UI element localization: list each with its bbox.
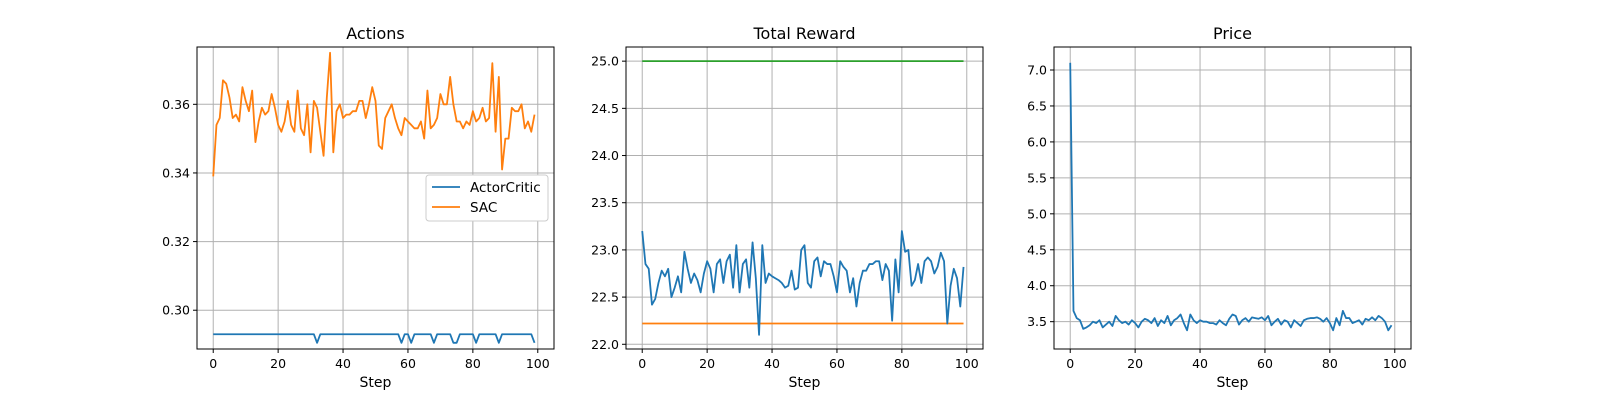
total-reward-y-tick-label-3: 23.5 bbox=[591, 195, 619, 210]
actions-x-tick-label-3: 60 bbox=[400, 356, 416, 371]
total-reward-x-tick-label-1: 20 bbox=[699, 356, 715, 371]
price-title: Price bbox=[1213, 24, 1252, 43]
total-reward-y-tick-label-0: 22.0 bbox=[591, 337, 619, 352]
actions-title: Actions bbox=[346, 24, 404, 43]
price-x-tick-label-0: 0 bbox=[1066, 356, 1074, 371]
total-reward-panel: 0 20 40 60 80 100 22.0 22.5 23.0 23.5 24.0 24.5 25.0… bbox=[591, 24, 984, 391]
total-reward-y-tick-label-4: 24.0 bbox=[591, 148, 619, 163]
actions-y-tick-label-3: 0.36 bbox=[162, 97, 190, 112]
actions-series-actorcritic-line bbox=[213, 333, 536, 344]
total-reward-y-tick-label-1: 22.5 bbox=[591, 290, 619, 305]
price-y-tick-label-0: 3.5 bbox=[1027, 314, 1047, 329]
price-x-tick-label-4: 80 bbox=[1322, 356, 1338, 371]
total-reward-x-tick-label-3: 60 bbox=[829, 356, 845, 371]
price-x-tick-label-3: 60 bbox=[1257, 356, 1273, 371]
price-y-tick-label-4: 5.5 bbox=[1027, 170, 1047, 185]
price-y-tick-label-2: 4.5 bbox=[1027, 242, 1047, 257]
price-x-tick-label-1: 20 bbox=[1127, 356, 1143, 371]
price-panel: 0 20 40 60 80 100 3.5 4.0 4.5 5.0 5.5 6.0 6.5 7.0 Pric… bbox=[1027, 24, 1412, 391]
total-reward-x-tick-label-4: 80 bbox=[894, 356, 910, 371]
actions-panel: 0 20 40 60 80 100 0.30 0.32 0.34 0.36 Actions Step A… bbox=[162, 24, 555, 391]
actions-x-tick-label-2: 40 bbox=[335, 356, 351, 371]
price-x-tick-label-5: 100 bbox=[1383, 356, 1407, 371]
total-reward-series-2-line bbox=[641, 230, 965, 336]
total-reward-title: Total Reward bbox=[752, 24, 855, 43]
legend-actorcritic-label: ActorCritic bbox=[470, 180, 541, 196]
total-reward-plot-area bbox=[626, 47, 983, 349]
price-plot-area bbox=[1054, 47, 1411, 349]
price-series-0-line bbox=[1069, 62, 1393, 332]
price-y-tick-label-1: 4.0 bbox=[1027, 278, 1047, 293]
price-axes-frame bbox=[1053, 46, 1412, 350]
price-y-tick-label-5: 6.0 bbox=[1027, 134, 1047, 149]
actions-x-tick-label-5: 100 bbox=[526, 356, 550, 371]
total-reward-x-tick-label-0: 0 bbox=[638, 356, 646, 371]
total-reward-axes-frame bbox=[625, 46, 984, 350]
actions-legend: ActorCritic SAC bbox=[425, 174, 549, 222]
price-x-axis-label: Step bbox=[1217, 375, 1249, 391]
total-reward-x-tick-label-5: 100 bbox=[955, 356, 979, 371]
actions-x-tick-label-4: 80 bbox=[465, 356, 481, 371]
actions-x-axis-label: Step bbox=[360, 375, 392, 391]
actions-axes-frame bbox=[196, 46, 555, 350]
price-x-tick-label-2: 40 bbox=[1192, 356, 1208, 371]
total-reward-y-tick-label-6: 25.0 bbox=[591, 54, 619, 69]
price-y-tick-label-6: 6.5 bbox=[1027, 98, 1047, 113]
actions-x-tick-label-1: 20 bbox=[270, 356, 286, 371]
price-y-tick-label-7: 7.0 bbox=[1027, 63, 1047, 78]
price-y-tick-label-3: 5.0 bbox=[1027, 206, 1047, 221]
actions-x-tick-label-0: 0 bbox=[209, 356, 217, 371]
actions-series-sac-line bbox=[212, 51, 536, 177]
actions-y-tick-label-0: 0.30 bbox=[162, 303, 190, 318]
total-reward-y-tick-label-2: 23.0 bbox=[591, 242, 619, 257]
actions-y-tick-label-1: 0.32 bbox=[162, 234, 190, 249]
total-reward-x-tick-label-2: 40 bbox=[764, 356, 780, 371]
total-reward-y-tick-label-5: 24.5 bbox=[591, 101, 619, 116]
actions-y-tick-label-2: 0.34 bbox=[162, 165, 190, 180]
legend-sac-label: SAC bbox=[470, 200, 497, 216]
total-reward-x-axis-label: Step bbox=[789, 375, 821, 391]
